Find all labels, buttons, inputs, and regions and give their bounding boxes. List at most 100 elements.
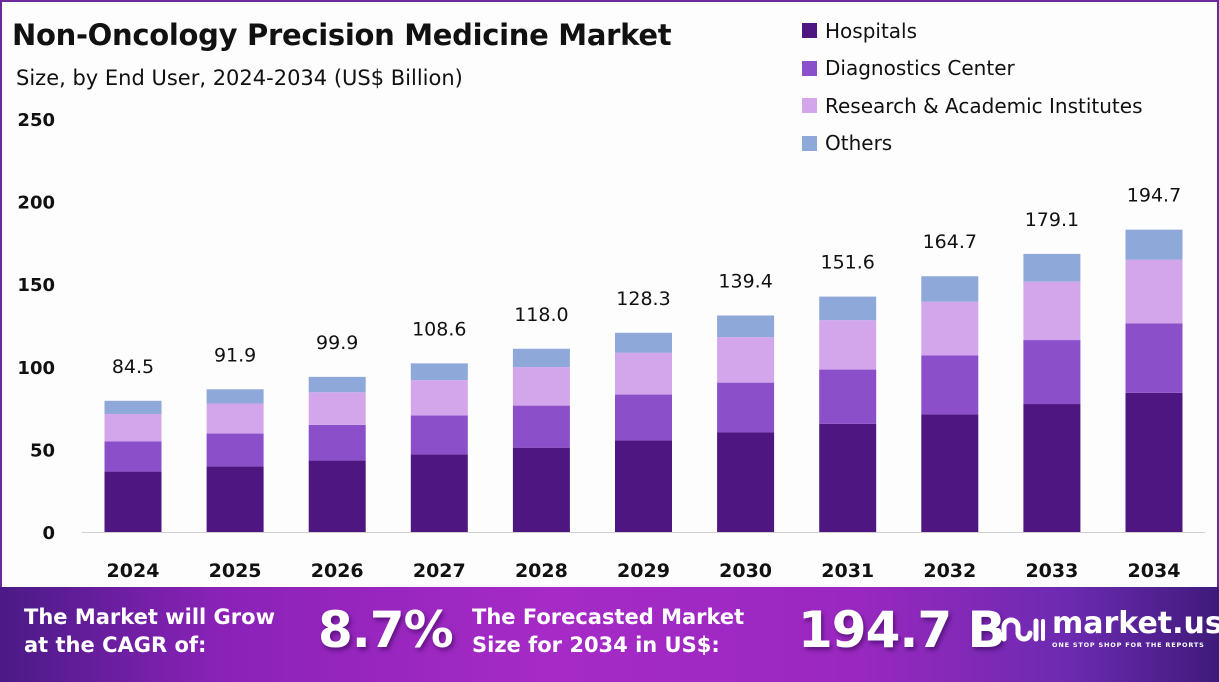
market-us-logo-icon xyxy=(995,617,1045,642)
total-label-2029: 128.3 xyxy=(616,288,670,310)
bar-stack-2031 xyxy=(819,296,877,532)
bar-segment-research-academic-institutes-2032 xyxy=(921,301,979,356)
bar-segment-diagnostics-center-2025 xyxy=(206,433,264,467)
legend-swatch-hospitals xyxy=(802,23,817,39)
x-axis: 2024 2025 2026 2027 2028 2029 2030 2031 2032 2033… xyxy=(107,560,1181,582)
bar-segment-diagnostics-center-2031 xyxy=(819,369,877,424)
bar-segment-hospitals-2029 xyxy=(615,440,672,532)
y-tick-label: 150 xyxy=(17,275,55,296)
total-label-2028: 118.0 xyxy=(514,304,568,326)
bar-segment-others-2028 xyxy=(512,348,570,368)
summary-banner: The Market will Grow at the CAGR of: 8.7… xyxy=(0,587,1219,682)
x-tick-label: 2032 xyxy=(923,560,976,582)
bar-segment-others-2033 xyxy=(1023,253,1081,282)
bar-segment-hospitals-2028 xyxy=(512,447,570,532)
y-axis: 0 50 100 150 200 250 xyxy=(17,110,55,544)
bar-segment-research-academic-institutes-2028 xyxy=(512,367,570,406)
bar-segment-hospitals-2025 xyxy=(206,466,264,532)
bar-segment-hospitals-2026 xyxy=(308,460,366,532)
bar-segment-diagnostics-center-2029 xyxy=(615,394,672,441)
bar-segment-research-academic-institutes-2033 xyxy=(1023,281,1081,341)
total-label-2034: 194.7 xyxy=(1127,185,1181,207)
cagr-value: 8.7% xyxy=(318,601,454,659)
legend-swatch-diagnostics-center xyxy=(802,60,817,76)
bar-segment-research-academic-institutes-2030 xyxy=(717,337,775,383)
y-tick-label: 0 xyxy=(42,523,55,544)
x-tick-label: 2027 xyxy=(413,560,466,582)
bar-segment-others-2026 xyxy=(308,376,366,393)
bar-segment-hospitals-2027 xyxy=(410,454,468,532)
total-label-2033: 179.1 xyxy=(1025,209,1079,231)
bar-segment-others-2030 xyxy=(717,315,775,338)
forecast-text-line1: The Forecasted Market xyxy=(472,605,745,629)
bar-segment-research-academic-institutes-2034 xyxy=(1125,259,1183,324)
bar-segment-diagnostics-center-2024 xyxy=(104,441,162,472)
bar-segment-others-2032 xyxy=(921,276,979,302)
bar-segment-research-academic-institutes-2024 xyxy=(104,413,162,442)
bar-stack-2034 xyxy=(1125,229,1183,532)
x-tick-label: 2033 xyxy=(1025,560,1078,582)
cagr-text-line2: at the CAGR of: xyxy=(24,633,207,657)
total-label-2024: 84.5 xyxy=(112,356,154,378)
x-tick-label: 2024 xyxy=(107,560,160,582)
legend-label: Research & Academic Institutes xyxy=(825,93,1143,118)
total-label-2025: 91.9 xyxy=(214,344,256,366)
legend-label: Diagnostics Center xyxy=(825,56,1015,81)
x-tick-label: 2026 xyxy=(311,560,364,582)
chart-title: Non-Oncology Precision Medicine Market xyxy=(12,18,672,52)
x-tick-label: 2025 xyxy=(209,560,262,582)
bar-segment-research-academic-institutes-2031 xyxy=(819,320,877,370)
forecast-value: 194.7 B xyxy=(798,601,1006,659)
bars xyxy=(104,229,1183,532)
forecast-text: The Forecasted Market Size for 2034 in U… xyxy=(472,603,744,659)
bar-segment-hospitals-2034 xyxy=(1125,392,1183,532)
legend-label: Others xyxy=(825,131,893,156)
bar-segment-others-2029 xyxy=(615,332,672,353)
legend-swatch-others xyxy=(802,135,817,151)
bar-stack-2032 xyxy=(921,276,979,532)
legend-item-others: Others xyxy=(802,125,1143,163)
bar-segment-hospitals-2032 xyxy=(921,414,979,532)
bar-segment-research-academic-institutes-2027 xyxy=(410,380,468,416)
bar-stack-2024 xyxy=(104,400,162,532)
bar-segment-hospitals-2030 xyxy=(717,432,775,532)
bar-segment-others-2024 xyxy=(104,400,162,414)
bar-segment-hospitals-2031 xyxy=(819,423,877,532)
x-tick-label: 2031 xyxy=(821,560,874,582)
bar-segment-research-academic-institutes-2029 xyxy=(615,352,672,395)
bar-segment-others-2034 xyxy=(1125,229,1183,260)
x-tick-label: 2034 xyxy=(1128,560,1181,582)
bar-segment-others-2027 xyxy=(410,363,468,381)
bar-stack-2026 xyxy=(308,376,366,532)
total-label-2027: 108.6 xyxy=(412,318,466,340)
forecast-text-line2: Size for 2034 in US$: xyxy=(472,633,720,657)
cagr-text: The Market will Grow at the CAGR of: xyxy=(24,603,275,659)
bar-segment-diagnostics-center-2034 xyxy=(1125,323,1183,393)
x-tick-label: 2029 xyxy=(617,560,670,582)
chart-subtitle: Size, by End User, 2024-2034 (US$ Billio… xyxy=(16,66,463,90)
bar-stack-2025 xyxy=(206,389,264,532)
x-tick-label: 2030 xyxy=(719,560,772,582)
total-label-2026: 99.9 xyxy=(316,332,358,354)
bar-stack-2030 xyxy=(717,315,775,532)
bar-segment-others-2025 xyxy=(206,389,264,404)
bar-segment-others-2031 xyxy=(819,296,877,321)
logo-name: market.us xyxy=(1052,606,1219,641)
bar-segment-diagnostics-center-2030 xyxy=(717,382,775,433)
y-tick-label: 100 xyxy=(17,358,55,379)
legend-item-diagnostics-center: Diagnostics Center xyxy=(802,50,1143,88)
legend-item-research-academic: Research & Academic Institutes xyxy=(802,87,1143,125)
logo-tagline: ONE STOP SHOP FOR THE REPORTS xyxy=(1052,641,1205,649)
total-label-2030: 139.4 xyxy=(718,271,772,293)
x-tick-label: 2028 xyxy=(515,560,568,582)
legend-label: Hospitals xyxy=(825,18,918,43)
total-label-2032: 164.7 xyxy=(923,231,977,253)
y-tick-label: 50 xyxy=(30,440,55,461)
bar-stack-2033 xyxy=(1023,253,1081,532)
cagr-text-line1: The Market will Grow xyxy=(24,605,275,629)
bar-segment-hospitals-2024 xyxy=(104,471,162,532)
bar-segment-research-academic-institutes-2025 xyxy=(206,403,264,434)
legend-swatch-research-academic xyxy=(802,98,817,114)
bar-segment-diagnostics-center-2028 xyxy=(512,405,570,448)
